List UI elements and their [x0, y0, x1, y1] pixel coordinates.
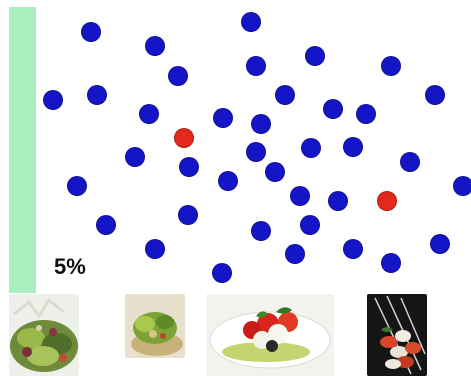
rate-label: 5%: [54, 254, 86, 279]
skewers-photo-icon: [367, 294, 427, 376]
blue-dot: [213, 108, 233, 128]
caprese-plate-photo-icon: [206, 294, 334, 376]
blue-dot: [328, 191, 348, 211]
blue-dot: [246, 56, 266, 76]
blue-dot: [81, 22, 101, 42]
blue-dot: [179, 157, 199, 177]
dot-field: [43, 12, 471, 283]
blue-dot: [343, 239, 363, 259]
blue-dot: [343, 137, 363, 157]
blue-dot: [430, 234, 450, 254]
red-dot: [174, 128, 194, 148]
blue-dot: [265, 162, 285, 182]
blue-dot: [125, 147, 145, 167]
blue-dot: [168, 66, 188, 86]
blue-dot: [87, 85, 107, 105]
blue-dot: [301, 138, 321, 158]
blue-dot: [453, 176, 471, 196]
blue-dot: [251, 114, 271, 134]
blue-dot: [67, 176, 87, 196]
blue-dot: [145, 239, 165, 259]
blue-dot: [251, 221, 271, 241]
blue-dot: [241, 12, 261, 32]
salad-bowl-photo-icon: [9, 294, 79, 376]
blue-dot: [139, 104, 159, 124]
blue-dot: [356, 104, 376, 124]
blue-dot: [145, 36, 165, 56]
salad-dish-photo-icon: [125, 294, 185, 358]
blue-dot: [246, 142, 266, 162]
green-side-bar: [9, 7, 36, 293]
blue-dot: [178, 205, 198, 225]
blue-dot: [425, 85, 445, 105]
blue-dot: [305, 46, 325, 66]
blue-dot: [96, 215, 116, 235]
blue-dot: [323, 99, 343, 119]
blue-dot: [290, 186, 310, 206]
blue-dot: [285, 244, 305, 264]
blue-dot: [275, 85, 295, 105]
blue-dot: [400, 152, 420, 172]
blue-dot: [43, 90, 63, 110]
blue-dot: [381, 56, 401, 76]
blue-dot: [218, 171, 238, 191]
red-dot: [377, 191, 397, 211]
blue-dot: [381, 253, 401, 273]
blue-dot: [300, 215, 320, 235]
blue-dot: [212, 263, 232, 283]
